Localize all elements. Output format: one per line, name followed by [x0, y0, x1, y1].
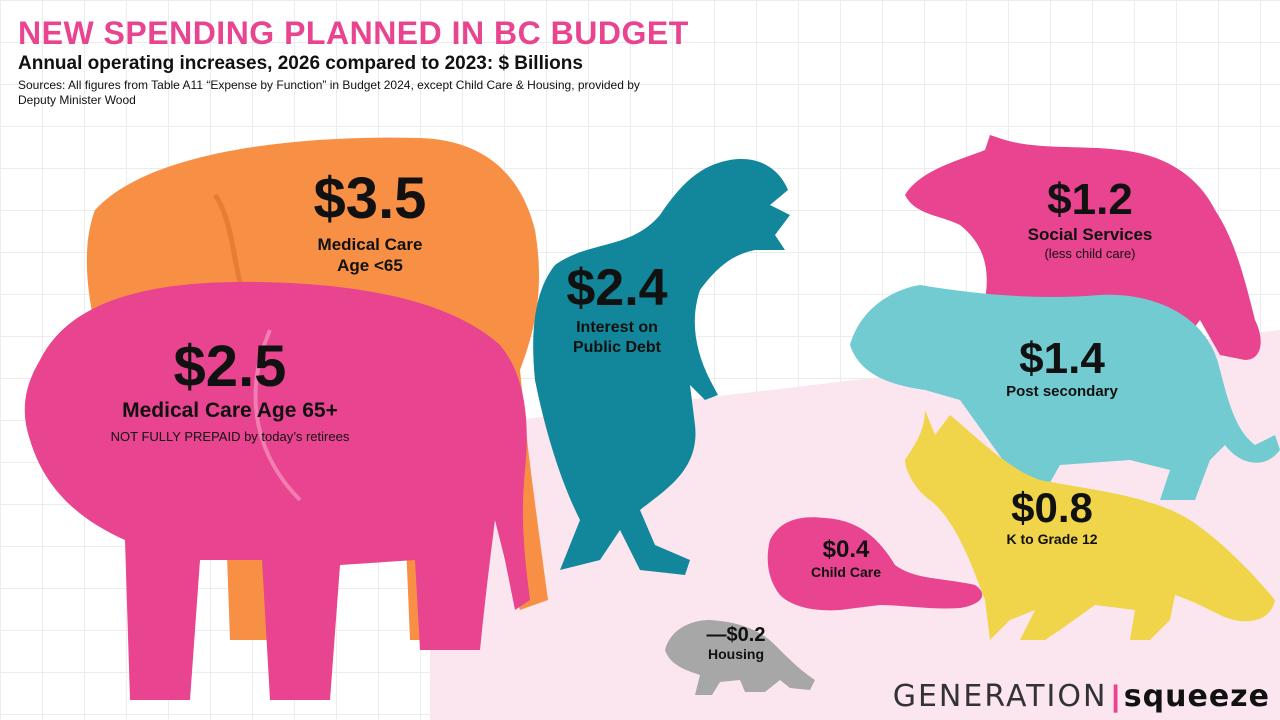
bear-shape [905, 135, 1261, 360]
label-medical-care-65-plus: $2.5 Medical Care Age 65+ NOT FULLY PREP… [111, 336, 350, 446]
logo-text-generation: GENERATION [892, 679, 1108, 714]
label-social-services: $1.2 Social Services (less child care) [1028, 176, 1153, 263]
value-label: $1.4 [1019, 334, 1105, 383]
chart-subtitle: Annual operating increases, 2026 compare… [18, 53, 583, 74]
category-label-line1: Interest on [576, 319, 658, 336]
tiger-shape [850, 285, 1280, 500]
value-label: $1.2 [1047, 175, 1133, 224]
label-medical-care-under-65: $3.5 Medical Care Age <65 [314, 168, 427, 276]
fox-shape [905, 410, 1275, 640]
value-label: $0.8 [1011, 484, 1093, 531]
trex-shape [533, 159, 790, 575]
label-interest-public-debt: $2.4 Interest on Public Debt [566, 260, 667, 358]
logo-text-squeeze: squeeze [1123, 679, 1270, 714]
label-k-to-grade-12: $0.8 K to Grade 12 [1006, 486, 1097, 548]
category-label: Post secondary [1006, 383, 1118, 400]
chart-source: Sources: All figures from Table A11 “Exp… [18, 78, 640, 107]
category-label-line1: Medical Care [317, 235, 423, 254]
category-note: (less child care) [1044, 246, 1136, 261]
label-housing: —$0.2 Housing [707, 624, 766, 662]
category-label: Social Services [1027, 225, 1153, 244]
logo-divider: | [1111, 680, 1120, 713]
category-label: K to Grade 12 [1006, 531, 1098, 547]
value-label: $3.5 [313, 166, 427, 231]
category-note: NOT FULLY PREPAID by today’s retirees [110, 429, 350, 444]
pink-elephant-ear-line [253, 329, 302, 502]
category-label-line2: Age <65 [337, 256, 403, 275]
value-label: $2.5 [173, 334, 287, 399]
raccoon-shape [665, 620, 815, 695]
generation-squeeze-logo: GENERATION | squeeze [893, 679, 1270, 714]
category-label: Child Care [810, 564, 882, 580]
label-child-care: $0.4 Child Care [811, 537, 881, 581]
chart-title: NEW SPENDING PLANNED IN BC BUDGET [18, 15, 689, 51]
value-label: $2.4 [566, 259, 668, 317]
beaver-shape [767, 517, 983, 611]
category-label-line2: Public Debt [572, 339, 661, 356]
category-label: Housing [708, 646, 764, 662]
value-label: —$0.2 [706, 624, 766, 646]
chart-header: NEW SPENDING PLANNED IN BC BUDGET Annual… [18, 14, 918, 108]
pink-elephant-shape [24, 281, 530, 700]
label-post-secondary: $1.4 Post secondary [1006, 336, 1118, 401]
value-label: $0.4 [822, 536, 870, 563]
category-label: Medical Care Age 65+ [122, 399, 338, 422]
